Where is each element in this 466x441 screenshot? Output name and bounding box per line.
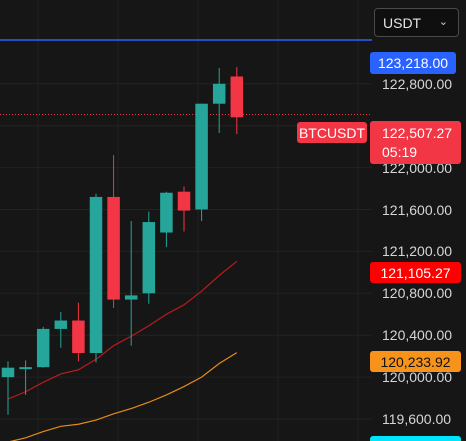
chevron-down-icon: ⌄ xyxy=(438,16,448,28)
candle-body xyxy=(142,222,156,294)
candle-body xyxy=(195,103,208,210)
candle-up xyxy=(54,312,68,348)
price-axis-tick-label: 119,600.00 xyxy=(382,411,452,427)
last-price-value: 122,507.27 xyxy=(382,125,453,141)
grid-lines xyxy=(0,0,372,441)
candle-body xyxy=(1,367,15,378)
candle-up xyxy=(195,103,208,222)
cyan-price-tag[interactable] xyxy=(370,436,461,441)
price-axis-tick-label: 120,000.00 xyxy=(382,369,453,386)
candle-body xyxy=(54,320,68,329)
price-axis-tick-label: 121,600.00 xyxy=(382,201,453,218)
ma-slow-tag[interactable]: 120,233.92 xyxy=(370,351,461,372)
moving-average-slow-line xyxy=(9,352,238,441)
last-price-tag[interactable]: 122,507.27 05:19 xyxy=(370,121,461,164)
moving-average-fast-line xyxy=(7,260,238,400)
candle-body xyxy=(36,328,50,368)
candle-body xyxy=(160,192,173,233)
ma-fast-tag[interactable]: 121,105.27 xyxy=(370,262,461,283)
candle-up xyxy=(142,211,156,304)
candle-body xyxy=(230,76,244,118)
candle-down xyxy=(177,186,191,232)
price-axis-tick-label: 122,000.00 xyxy=(382,159,453,176)
ma-slow-value: 120,233.92 xyxy=(380,353,451,370)
candle-body xyxy=(212,83,226,104)
symbol-label: BTCUSDT xyxy=(298,124,366,141)
candle-up xyxy=(212,68,226,134)
price-axis-tick-label: 120,800.00 xyxy=(382,285,453,302)
price-axis-tick-label: 121,200.00 xyxy=(382,243,453,260)
candle-up xyxy=(1,361,15,415)
candle-down xyxy=(72,302,85,362)
symbol-tag[interactable]: BTCUSDT xyxy=(297,122,367,143)
candle-body xyxy=(19,367,32,370)
candle-down xyxy=(230,67,244,135)
candles xyxy=(1,67,244,415)
candle-up xyxy=(19,360,32,395)
candle-down xyxy=(107,155,120,308)
candle-body xyxy=(107,196,120,300)
candle-up xyxy=(160,191,173,248)
alert-price-value: 123,218.00 xyxy=(377,55,449,71)
currency-select-value: USDT xyxy=(383,14,422,31)
price-axis-tick-label: 120,400.00 xyxy=(382,327,453,344)
candle-countdown: 05:19 xyxy=(382,144,418,160)
currency-select[interactable]: USDT ⌄ xyxy=(374,8,459,37)
candle-body xyxy=(177,191,191,211)
candle-body xyxy=(72,320,85,354)
candle-body xyxy=(89,196,103,354)
candle-up xyxy=(124,221,138,346)
candle-body xyxy=(124,295,138,300)
ma-fast-value: 121,105.27 xyxy=(380,264,451,281)
price-axis-tick-label: 122,800.00 xyxy=(382,75,453,92)
candle-up xyxy=(36,326,50,368)
alert-price-tag[interactable]: 123,218.00 xyxy=(370,52,456,74)
candle-up xyxy=(89,193,103,363)
